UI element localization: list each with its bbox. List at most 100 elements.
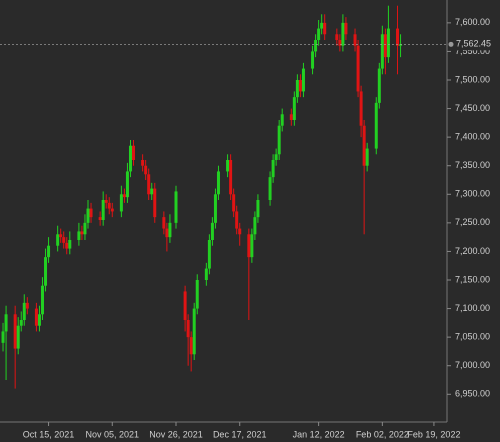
candle-body (277, 125, 281, 155)
candle-body (44, 257, 48, 286)
candle-body (295, 80, 299, 98)
candle-body (213, 194, 217, 223)
candle-body (40, 285, 44, 315)
candle-body (232, 194, 236, 212)
candle-body (83, 222, 87, 235)
candle-body (280, 114, 284, 126)
candle-body (383, 34, 387, 58)
candle-body (356, 45, 360, 92)
candle-body (47, 245, 51, 258)
candle-body (4, 314, 8, 332)
y-tick-label: 7,350.00 (455, 160, 490, 170)
y-tick-label: 7,450.00 (455, 103, 490, 113)
candle-body (37, 314, 41, 326)
x-tick-label: Nov 05, 2021 (86, 429, 140, 439)
candle-body (13, 314, 17, 349)
candle-body (147, 174, 151, 195)
candle-body (144, 165, 148, 175)
candle-body (320, 22, 324, 29)
y-tick-label: 7,000.00 (455, 360, 490, 370)
candle-body (365, 148, 369, 166)
x-tick-label: Feb 02, 2022 (356, 429, 409, 439)
y-tick-label: 7,100.00 (455, 303, 490, 313)
candle-body (77, 231, 81, 240)
candle-body (125, 171, 129, 198)
candle-body (174, 191, 178, 223)
candle-body (89, 208, 93, 218)
candle-body (256, 200, 260, 218)
candle-body (119, 194, 123, 212)
candle-body (101, 200, 105, 220)
y-tick-label: 7,500.00 (455, 74, 490, 84)
candle-body (132, 145, 136, 160)
candle-body (56, 234, 60, 246)
candle-body (207, 240, 211, 269)
candle-body (86, 208, 90, 223)
y-tick-label: 7,550.00 (455, 46, 490, 56)
candle-body (150, 188, 154, 195)
candle-body (19, 320, 23, 326)
candle-body (353, 34, 357, 46)
y-tick-label: 7,200.00 (455, 246, 490, 256)
candle-body (1, 331, 5, 343)
candle-body (165, 228, 169, 238)
candle-body (301, 68, 305, 92)
candle-body (289, 114, 293, 120)
candle-body (386, 28, 390, 58)
y-tick-label: 7,050.00 (455, 332, 490, 342)
candle-body (311, 51, 315, 69)
x-tick-label: Nov 26, 2021 (149, 429, 203, 439)
candle-body (341, 22, 345, 46)
candle-body (189, 337, 193, 355)
candle-body (141, 160, 145, 166)
candle-body (80, 231, 84, 235)
candle-body (98, 217, 102, 220)
candle-body (226, 160, 230, 172)
candle-body (380, 34, 384, 69)
candle-body (216, 171, 220, 195)
y-tick-label: 7,250.00 (455, 217, 490, 227)
candle-body (323, 22, 327, 35)
candle-body (22, 302, 26, 320)
candle-body (110, 208, 114, 212)
y-tick-label: 7,600.00 (455, 17, 490, 27)
candle-body (377, 68, 381, 103)
x-tick-label: Oct 15, 2021 (23, 429, 75, 439)
candle-body (107, 202, 111, 209)
candle-body (396, 28, 400, 46)
candle-body (268, 177, 272, 200)
last-price-box (454, 38, 498, 51)
candle-body (34, 308, 38, 326)
candle-body (271, 160, 275, 178)
candle-body (195, 280, 199, 309)
candle-body (186, 320, 190, 338)
candle-body (59, 234, 63, 238)
candle-body (314, 40, 318, 52)
y-tick-label: 7,400.00 (455, 132, 490, 142)
candle-body (250, 234, 254, 258)
candle-body (192, 308, 196, 355)
candle-body (104, 200, 108, 203)
candle-body (183, 291, 187, 320)
candle-body (16, 325, 20, 349)
candle-body (253, 217, 257, 235)
candle-body (344, 22, 348, 35)
candle-body (128, 145, 132, 172)
candle-body (68, 240, 72, 249)
candle-body (362, 125, 366, 166)
candle-body (238, 228, 242, 235)
candle-body (25, 302, 29, 309)
y-tick-label: 7,300.00 (455, 189, 490, 199)
candle-body (204, 268, 208, 280)
candle-body (162, 217, 166, 229)
candle-body (210, 222, 214, 240)
x-tick-label: Jan 12, 2022 (293, 429, 345, 439)
candle-body (247, 234, 251, 258)
last-price-label: 7,562.45 (456, 39, 491, 49)
candle-body (399, 44, 403, 46)
candle-body (317, 28, 321, 40)
candle-body (168, 222, 172, 238)
